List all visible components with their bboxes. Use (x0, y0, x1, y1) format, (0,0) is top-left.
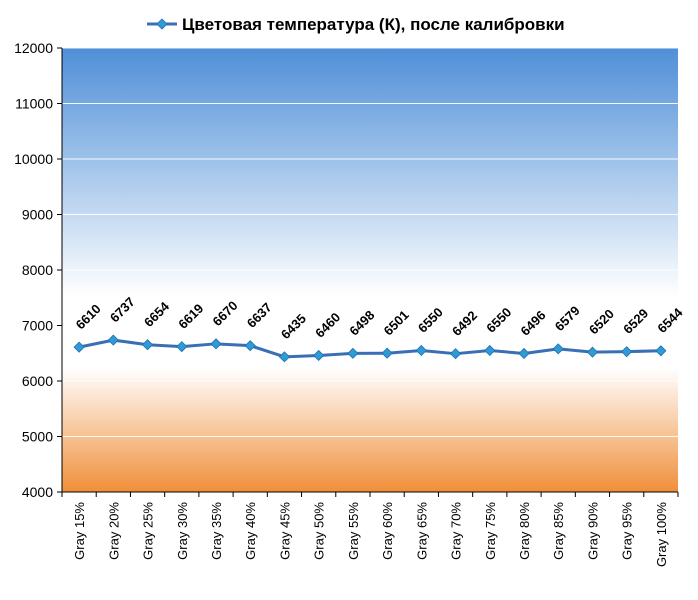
x-tick-label: Gray 100% (654, 502, 669, 567)
data-point (347, 347, 359, 359)
gridlines (62, 47, 678, 437)
x-tick-label: Gray 90% (585, 502, 600, 560)
data-point (244, 340, 256, 352)
x-tick-label: Gray 35% (209, 502, 224, 560)
y-tick-label: 11000 (15, 96, 53, 112)
y-tick-label: 8000 (22, 262, 53, 278)
legend: Цветовая температура (К), после калибров… (147, 15, 565, 34)
data-point (313, 349, 325, 362)
data-point (210, 338, 222, 350)
data-point (621, 346, 633, 358)
data-point (518, 347, 530, 360)
x-tick-label: Gray 15% (72, 502, 87, 560)
x-tick-label: Gray 25% (141, 502, 156, 560)
data-point (141, 339, 154, 351)
chart-title: Цветовая температура (К), после калибров… (182, 15, 565, 34)
y-tick-label: 4000 (22, 484, 53, 500)
data-point (278, 351, 291, 363)
data-point (107, 334, 119, 346)
y-tick-label: 6000 (22, 373, 53, 389)
axes: 4000 5000 6000 7000 8000 9000 10000 11000 12000 G… (14, 40, 679, 567)
y-tick-label: 7000 (22, 318, 53, 334)
x-tick-label: Gray 40% (243, 502, 258, 560)
y-tick-label: 5000 (22, 429, 53, 445)
data-point (449, 348, 462, 360)
data-point (484, 344, 496, 357)
x-tick-label: Gray 80% (517, 502, 532, 560)
x-tick-label: Gray 50% (312, 502, 327, 560)
y-tick-label: 10000 (14, 151, 53, 167)
data-point (176, 341, 188, 353)
x-tick-label: Gray 60% (380, 502, 395, 560)
data-point (655, 345, 667, 357)
data-point (415, 344, 427, 357)
x-tick-label: Gray 65% (414, 502, 429, 560)
x-tick-label: Gray 45% (277, 502, 292, 560)
x-tick-label: Gray 85% (551, 502, 566, 560)
x-tick-label: Gray 20% (106, 502, 121, 560)
series-line (78, 338, 661, 359)
x-tick-label: Gray 75% (483, 502, 498, 560)
data-point (73, 341, 85, 353)
data-point (552, 343, 564, 355)
y-tick-label: 12000 (14, 40, 53, 56)
x-tick-label: Gray 70% (449, 502, 464, 560)
x-tick-label: Gray 30% (175, 502, 190, 560)
y-tick-label: 9000 (22, 207, 53, 223)
x-tick-label: Gray 95% (620, 502, 635, 560)
data-point (586, 346, 599, 358)
legend-marker-icon (156, 18, 168, 30)
data-point (381, 347, 393, 359)
x-tick-label: Gray 55% (346, 502, 361, 560)
